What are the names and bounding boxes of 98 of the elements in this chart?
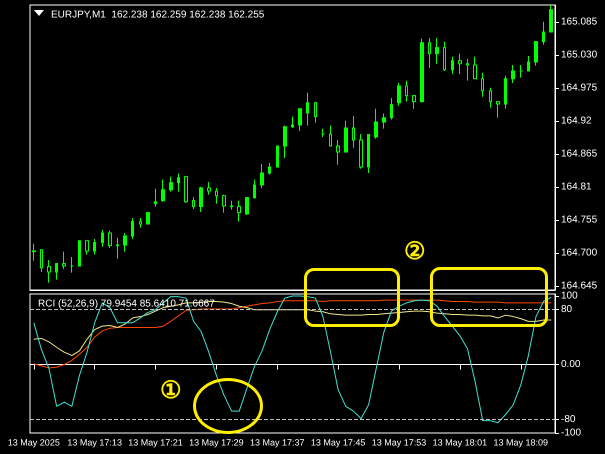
candlestick bbox=[207, 182, 211, 196]
candlestick bbox=[352, 116, 355, 148]
candlestick bbox=[473, 56, 477, 80]
candlestick bbox=[78, 240, 81, 266]
candlestick bbox=[276, 146, 279, 168]
candlestick bbox=[291, 116, 294, 128]
candlestick bbox=[534, 40, 538, 66]
candlestick bbox=[329, 125, 332, 148]
candlestick bbox=[62, 251, 66, 270]
candlestick bbox=[108, 230, 112, 248]
candlestick bbox=[146, 212, 150, 224]
candlestick bbox=[519, 64, 523, 78]
candlestick bbox=[435, 38, 439, 64]
candlestick bbox=[40, 249, 43, 272]
line-series bbox=[33, 300, 552, 368]
candlestick bbox=[199, 186, 203, 212]
y-tick-label: -100 bbox=[561, 428, 582, 438]
candlestick bbox=[184, 176, 188, 204]
y-tick-label: 164.755 bbox=[561, 214, 598, 226]
y-tick-label: 164.645 bbox=[561, 280, 598, 292]
candlestick bbox=[390, 98, 393, 120]
y-tick-label: 165.030 bbox=[561, 49, 598, 60]
candlestick bbox=[428, 38, 431, 68]
y-tick-label: 164.81 bbox=[561, 181, 592, 192]
x-tick-label: 13 May 17:37 bbox=[250, 438, 305, 448]
candlestick bbox=[382, 113, 386, 130]
candlestick bbox=[511, 64, 515, 84]
candlestick bbox=[139, 218, 142, 228]
candlestick bbox=[116, 237, 119, 260]
candlestick bbox=[405, 80, 408, 102]
candlestick bbox=[466, 58, 469, 82]
candlestick bbox=[55, 262, 58, 280]
y-tick-label: 0.00 bbox=[561, 359, 581, 370]
candlestick bbox=[93, 238, 96, 256]
y-tick-label: 164.975 bbox=[561, 82, 598, 94]
candlestick bbox=[70, 256, 74, 274]
x-tick-label: 13 May 18:01 bbox=[432, 438, 488, 448]
y-tick-label: 164.865 bbox=[561, 148, 598, 160]
candlestick bbox=[47, 260, 51, 284]
candlestick bbox=[85, 240, 89, 256]
candlestick bbox=[131, 218, 134, 240]
line-series bbox=[33, 300, 552, 356]
candlestick bbox=[359, 134, 363, 170]
candlestick bbox=[177, 173, 180, 192]
y-tick-label: -80 bbox=[561, 414, 576, 425]
y-tick-label: 100 bbox=[561, 290, 578, 302]
x-tick-label: 13 May 2025 bbox=[8, 438, 60, 448]
annotation: ② bbox=[404, 238, 426, 266]
candlestick bbox=[283, 125, 287, 158]
x-tick-label: 13 May 17:53 bbox=[372, 438, 426, 448]
candlestick bbox=[237, 200, 241, 222]
candlestick bbox=[314, 101, 317, 124]
x-tick-label: 13 May 18:09 bbox=[493, 438, 548, 448]
candlestick bbox=[192, 196, 195, 210]
candlestick bbox=[321, 128, 325, 138]
candlestick bbox=[253, 179, 256, 200]
annotation: ① bbox=[160, 377, 182, 405]
candlestick bbox=[420, 38, 424, 104]
y-tick-label: 165.085 bbox=[561, 16, 598, 28]
candlestick bbox=[268, 162, 271, 176]
candlestick bbox=[154, 188, 157, 208]
candlestick bbox=[542, 21, 545, 46]
candlestick bbox=[458, 53, 462, 74]
candlestick bbox=[504, 75, 507, 110]
candlestick bbox=[245, 196, 249, 216]
x-tick-label: 13 May 17:21 bbox=[128, 438, 183, 448]
candlestick bbox=[489, 87, 492, 108]
candlestick bbox=[412, 94, 416, 110]
candlestick bbox=[451, 56, 454, 74]
candlestick bbox=[161, 179, 165, 202]
candlestick bbox=[336, 140, 340, 166]
candlestick bbox=[374, 108, 378, 140]
candlestick bbox=[527, 56, 530, 72]
candlestick bbox=[101, 230, 104, 248]
candlestick bbox=[397, 82, 401, 106]
candlestick bbox=[443, 41, 446, 72]
candlestick bbox=[215, 188, 218, 204]
candlestick bbox=[32, 243, 36, 262]
x-tick-label: 13 May 17:29 bbox=[189, 438, 244, 448]
line-series bbox=[33, 296, 552, 424]
y-tick-label: 80 bbox=[561, 304, 573, 316]
candlestick bbox=[496, 101, 500, 118]
candlestick bbox=[344, 120, 348, 154]
x-tick-label: 13 May 17:13 bbox=[67, 438, 122, 448]
candlestick bbox=[481, 72, 484, 98]
candlestick bbox=[123, 232, 127, 252]
candlestick bbox=[230, 200, 233, 210]
candlestick bbox=[549, 4, 553, 32]
x-tick-label: 13 May 17:45 bbox=[310, 438, 366, 448]
candlestick bbox=[306, 92, 309, 126]
candlestick bbox=[298, 108, 302, 132]
candlestick bbox=[222, 194, 226, 214]
candlestick bbox=[367, 134, 370, 174]
candlestick bbox=[260, 164, 264, 188]
y-tick-label: 164.92 bbox=[561, 115, 592, 126]
candlestick bbox=[169, 176, 173, 192]
y-tick-label: 164.700 bbox=[561, 247, 598, 258]
chart-title: EURJPY,M1 162.238 162.259 162.238 162.255 bbox=[51, 10, 265, 20]
